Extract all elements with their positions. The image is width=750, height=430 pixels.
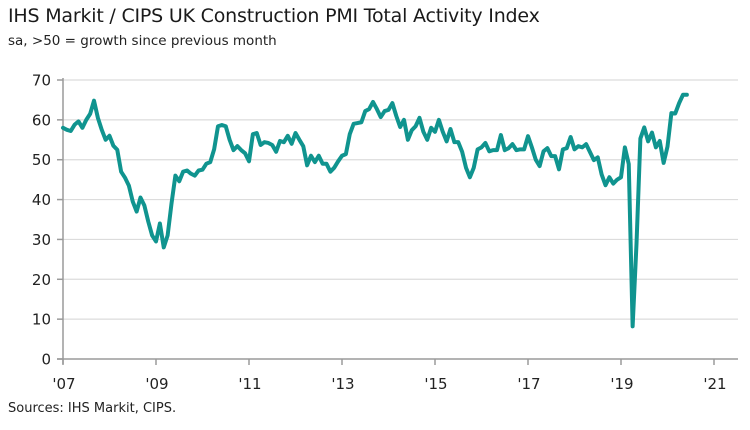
y-tick-label: 30 — [32, 231, 51, 249]
chart-subtitle: sa, >50 = growth since previous month — [8, 33, 277, 49]
y-tick-label: 70 — [32, 72, 51, 90]
y-tick-label: 10 — [32, 311, 51, 329]
x-tick-label: '17 — [517, 375, 540, 393]
series-layer — [61, 92, 689, 329]
x-tick-label: '09 — [145, 375, 168, 393]
x-tick-labels: '07 '09 '11 '13 '15 '17 '19 '21 — [52, 375, 726, 393]
source-note: Sources: IHS Markit, CIPS. — [8, 401, 177, 416]
x-tick-label: '07 — [52, 375, 75, 393]
y-tick-label: 40 — [32, 191, 51, 209]
x-tick-label: '21 — [703, 375, 726, 393]
gridlines — [63, 79, 738, 320]
y-tick-label: 50 — [32, 151, 51, 169]
y-tick-label: 60 — [32, 111, 51, 129]
x-tick-label: '11 — [238, 375, 261, 393]
y-tick-label: 0 — [41, 351, 51, 369]
y-tick-label: 20 — [32, 271, 51, 289]
chart-title: IHS Markit / CIPS UK Construction PMI To… — [8, 5, 540, 27]
x-tick-label: '19 — [610, 375, 633, 393]
y-tick-labels: 0 10 20 30 40 50 60 70 — [32, 72, 51, 369]
x-tick-label: '13 — [331, 375, 354, 393]
axes — [57, 78, 738, 365]
x-tick-label: '15 — [424, 375, 447, 393]
series-line — [61, 92, 689, 329]
